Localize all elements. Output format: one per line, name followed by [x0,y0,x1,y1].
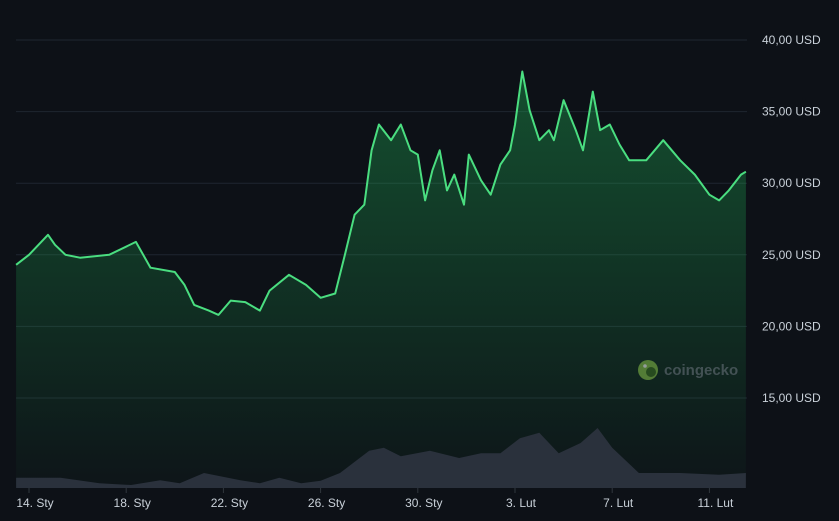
x-tick-label: 26. Sty [308,496,345,510]
x-tick-label: 18. Sty [114,496,151,510]
watermark-text: coingecko [664,362,738,379]
x-tick-label: 3. Lut [506,496,537,510]
x-tick-label: 22. Sty [211,496,248,510]
y-tick-label: 35,00 USD [762,105,821,119]
x-tick-label: 14. Sty [16,496,53,510]
x-tick-label: 11. Lut [697,496,733,510]
x-tick-label: 30. Sty [405,496,442,510]
y-tick-label: 30,00 USD [762,176,821,190]
price-line [15,70,747,316]
y-tick-label: 40,00 USD [762,33,821,47]
y-tick-label: 25,00 USD [762,248,821,262]
y-tick-label: 20,00 USD [762,319,821,333]
x-tick-label: 7. Lut [603,496,634,510]
coingecko-watermark: coingecko [638,360,738,380]
price-area [16,71,746,488]
y-tick-label: 15,00 USD [762,391,821,405]
volume-area [16,428,746,488]
